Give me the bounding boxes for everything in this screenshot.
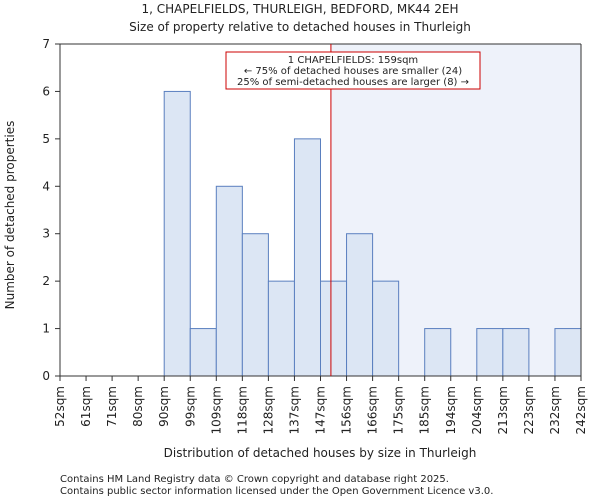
x-tick-label: 242sqm	[574, 386, 588, 434]
footer-line-1: Contains HM Land Registry data © Crown c…	[60, 474, 449, 485]
y-tick-label: 5	[42, 132, 50, 146]
bar-204sqm	[476, 328, 504, 377]
annotation-line-2: ← 75% of detached houses are smaller (24…	[244, 66, 462, 77]
bar-109sqm	[215, 185, 243, 377]
x-tick-label: 99sqm	[183, 386, 197, 427]
x-tick-label: 80sqm	[131, 386, 145, 427]
x-axis-label: Distribution of detached houses by size …	[164, 446, 477, 460]
bar-128sqm	[267, 280, 295, 377]
x-tick-label: 204sqm	[470, 386, 484, 434]
x-tick-label: 194sqm	[444, 386, 458, 434]
annotation-line-3: 25% of semi-detached houses are larger (…	[237, 77, 469, 88]
x-tick-label: 185sqm	[418, 386, 432, 434]
bar-166sqm	[372, 280, 400, 377]
y-tick-label: 6	[42, 84, 50, 98]
x-tick-label: 166sqm	[366, 386, 380, 434]
x-tick-label: 118sqm	[235, 386, 249, 434]
bar-232sqm	[554, 328, 582, 377]
x-tick-label: 90sqm	[157, 386, 171, 427]
y-tick-label: 4	[42, 179, 50, 193]
x-tick-label: 223sqm	[522, 386, 536, 434]
y-axis-label: Number of detached properties	[3, 121, 17, 310]
bar-213sqm	[502, 328, 530, 377]
bar-156sqm	[346, 233, 374, 377]
x-tick-label: 232sqm	[548, 386, 562, 434]
x-tick-label: 52sqm	[53, 386, 67, 427]
bar-147sqm	[320, 280, 348, 377]
annotation-box	[225, 51, 481, 90]
bar-99sqm	[189, 328, 217, 377]
footer-line-2: Contains public sector information licen…	[60, 486, 493, 497]
bar-185sqm	[424, 328, 452, 377]
annotation-line-1: 1 CHAPELFIELDS: 159sqm	[288, 55, 418, 66]
bar-137sqm	[293, 138, 322, 377]
chart-title: 1, CHAPELFIELDS, THURLEIGH, BEDFORD, MK4…	[142, 2, 459, 16]
y-tick-label: 1	[42, 322, 50, 336]
x-tick-label: 156sqm	[340, 386, 354, 434]
x-tick-label: 61sqm	[79, 386, 93, 427]
y-tick-label: 2	[42, 274, 50, 288]
x-tick-label: 175sqm	[392, 386, 406, 434]
x-tick-label: 109sqm	[209, 386, 223, 434]
y-tick-label: 0	[42, 369, 50, 383]
bar-90sqm	[163, 90, 191, 377]
x-tick-label: 137sqm	[287, 386, 301, 434]
bar-118sqm	[241, 233, 269, 377]
x-tick-label: 213sqm	[496, 386, 510, 434]
chart-subtitle: Size of property relative to detached ho…	[129, 20, 471, 34]
x-tick-label: 128sqm	[261, 386, 275, 434]
x-tick-label: 71sqm	[105, 386, 119, 427]
y-tick-label: 7	[42, 37, 50, 51]
y-tick-label: 3	[42, 227, 50, 241]
x-tick-label: 147sqm	[314, 386, 328, 434]
